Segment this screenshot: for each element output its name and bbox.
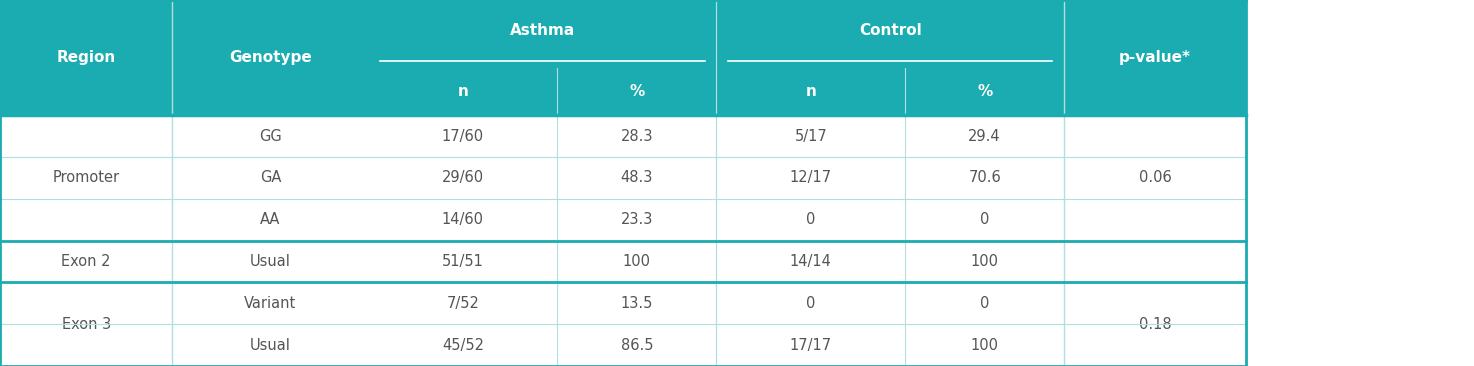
Bar: [905, 199, 1064, 241]
Bar: [368, 199, 557, 241]
Bar: [557, 68, 716, 115]
Bar: [0, 0, 172, 115]
Bar: [368, 68, 557, 115]
Bar: [716, 115, 905, 157]
Bar: [1064, 241, 1246, 283]
Text: 14/14: 14/14: [790, 254, 831, 269]
Bar: [1064, 283, 1246, 324]
Bar: [172, 241, 368, 283]
Bar: [0, 241, 172, 283]
Text: Exon 2: Exon 2: [62, 254, 111, 269]
Bar: [368, 157, 557, 199]
Bar: [716, 199, 905, 241]
Text: 5/17: 5/17: [794, 129, 827, 144]
Text: Promoter: Promoter: [53, 171, 119, 186]
Text: 7/52: 7/52: [447, 296, 479, 311]
Bar: [557, 241, 716, 283]
Text: 23.3: 23.3: [621, 212, 653, 227]
Bar: [557, 324, 716, 366]
Text: 86.5: 86.5: [621, 337, 653, 352]
Text: Control: Control: [859, 23, 921, 38]
Text: 29/60: 29/60: [442, 171, 483, 186]
Text: 45/52: 45/52: [442, 337, 483, 352]
Bar: [1064, 199, 1246, 241]
Text: Usual: Usual: [251, 337, 290, 352]
Text: Variant: Variant: [245, 296, 296, 311]
Text: n: n: [805, 84, 817, 99]
Bar: [172, 283, 368, 324]
Bar: [905, 241, 1064, 283]
Bar: [0, 115, 172, 157]
Text: 28.3: 28.3: [621, 129, 653, 144]
Bar: [905, 115, 1064, 157]
Text: GA: GA: [259, 171, 282, 186]
Text: 0: 0: [980, 296, 989, 311]
Bar: [172, 0, 368, 115]
Bar: [716, 283, 905, 324]
Bar: [172, 157, 368, 199]
Text: 0: 0: [980, 212, 989, 227]
Bar: [172, 199, 368, 241]
Bar: [716, 241, 905, 283]
Bar: [368, 115, 557, 157]
Bar: [716, 324, 905, 366]
Bar: [0, 157, 172, 199]
Text: 0: 0: [806, 212, 815, 227]
Bar: [368, 241, 557, 283]
Bar: [1064, 0, 1246, 115]
Text: 14/60: 14/60: [442, 212, 483, 227]
Bar: [172, 324, 368, 366]
Bar: [1064, 115, 1246, 157]
Text: GG: GG: [259, 129, 282, 144]
Text: 17/17: 17/17: [790, 337, 831, 352]
Text: p-value*: p-value*: [1119, 50, 1191, 65]
Text: 51/51: 51/51: [442, 254, 483, 269]
Bar: [557, 199, 716, 241]
Bar: [905, 324, 1064, 366]
Text: %: %: [977, 84, 992, 99]
Text: 17/60: 17/60: [442, 129, 483, 144]
Text: 100: 100: [971, 337, 998, 352]
Text: 100: 100: [624, 254, 650, 269]
Bar: [557, 283, 716, 324]
Bar: [0, 324, 172, 366]
Bar: [368, 324, 557, 366]
Text: 0.18: 0.18: [1138, 317, 1172, 332]
Text: Region: Region: [56, 50, 116, 65]
Bar: [557, 115, 716, 157]
Text: 13.5: 13.5: [621, 296, 653, 311]
Text: Asthma: Asthma: [510, 23, 575, 38]
Text: 100: 100: [971, 254, 998, 269]
Bar: [1064, 324, 1246, 366]
Bar: [905, 157, 1064, 199]
Text: 0: 0: [806, 296, 815, 311]
Bar: [905, 283, 1064, 324]
Text: 0.06: 0.06: [1138, 171, 1172, 186]
Bar: [905, 68, 1064, 115]
Text: 29.4: 29.4: [968, 129, 1001, 144]
Bar: [368, 0, 716, 68]
Bar: [557, 157, 716, 199]
Bar: [716, 157, 905, 199]
Bar: [716, 0, 1064, 68]
Bar: [0, 199, 172, 241]
Text: AA: AA: [261, 212, 280, 227]
Bar: [1064, 157, 1246, 199]
Text: n: n: [457, 84, 469, 99]
Bar: [0, 283, 172, 324]
Bar: [172, 115, 368, 157]
Text: Exon 3: Exon 3: [62, 317, 111, 332]
Text: 70.6: 70.6: [968, 171, 1001, 186]
Bar: [716, 68, 905, 115]
Text: %: %: [629, 84, 644, 99]
Text: 48.3: 48.3: [621, 171, 653, 186]
Text: Genotype: Genotype: [228, 50, 312, 65]
Text: 12/17: 12/17: [790, 171, 831, 186]
Text: Usual: Usual: [251, 254, 290, 269]
Bar: [368, 283, 557, 324]
